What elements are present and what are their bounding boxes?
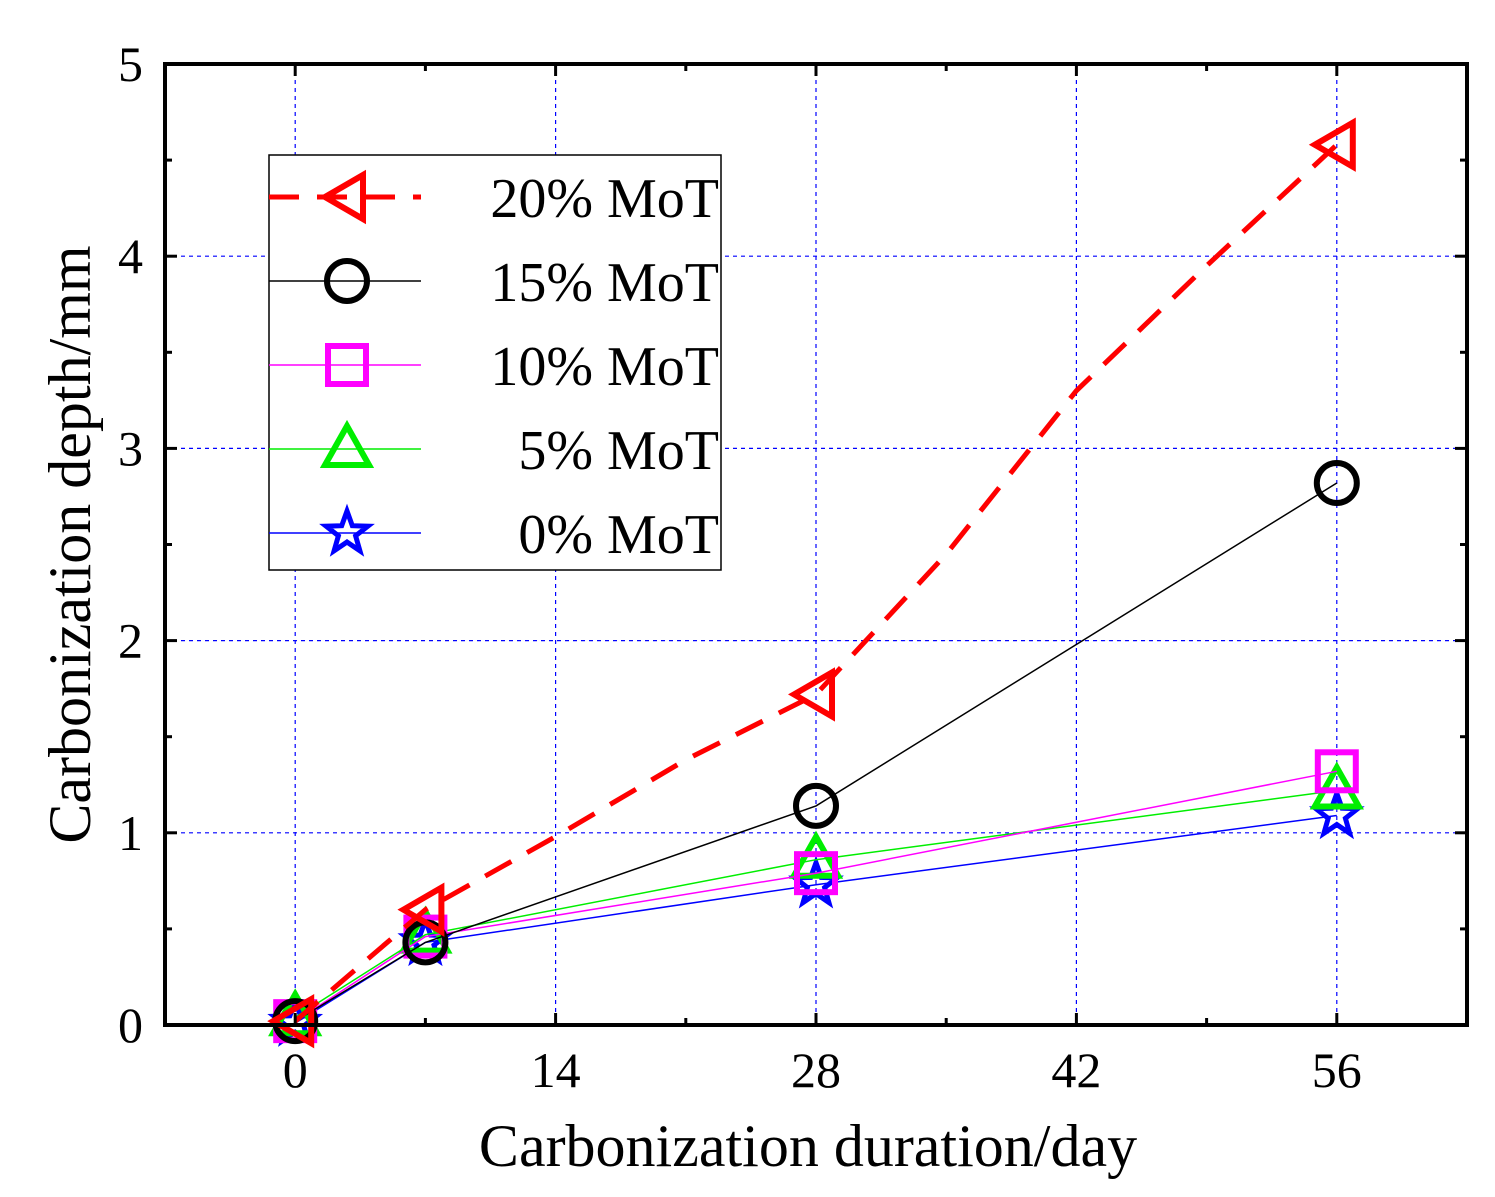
x-tick-label: 56 — [1312, 1042, 1362, 1098]
legend-item: 10% MoT — [269, 336, 719, 398]
x-tick-label: 14 — [531, 1042, 581, 1098]
data-point — [267, 993, 315, 1049]
data-point — [1314, 749, 1359, 794]
x-tick-label: 0 — [283, 1042, 308, 1098]
legend-item: 5% MoT — [269, 419, 719, 482]
legend-marker — [319, 419, 375, 468]
data-point — [788, 667, 835, 722]
y-tick-label: 3 — [118, 420, 143, 476]
data-point — [1309, 761, 1364, 810]
y-tick-label: 1 — [118, 805, 143, 861]
data-point — [397, 882, 445, 937]
series-15-mot — [272, 459, 1360, 1045]
legend-label: 5% MoT — [518, 420, 719, 482]
y-axis-label: Carbonization depth/mm — [37, 245, 103, 843]
legend-box — [268, 154, 722, 571]
data-point — [793, 782, 839, 829]
legend-item: 15% MoT — [269, 252, 719, 314]
legend-marker — [319, 503, 375, 557]
data-point — [1308, 117, 1356, 172]
x-axis-label: Carbonization duration/day — [479, 1113, 1137, 1179]
legend-label: 10% MoT — [490, 336, 719, 398]
legend-marker — [324, 258, 370, 304]
axis-ticks: 0 14 28 42 56 0 1 2 3 4 5 — [118, 36, 1467, 1098]
legend-label: 20% MoT — [490, 168, 719, 230]
series-line — [294, 770, 1337, 1022]
legend: 20% MoT 15% MoT 10% MoT 5% MoT 0% MoT — [268, 154, 722, 571]
y-tick-label: 4 — [118, 228, 143, 284]
series-line — [294, 482, 1338, 1022]
legend-label: 0% MoT — [518, 504, 719, 566]
data-point — [794, 851, 838, 896]
y-tick-label: 0 — [118, 997, 143, 1053]
series-layer — [267, 117, 1365, 1049]
x-tick-label: 42 — [1051, 1042, 1101, 1098]
y-tick-label: 2 — [118, 613, 143, 669]
legend-marker — [325, 343, 369, 387]
series-line — [293, 142, 1339, 1024]
series-line — [294, 814, 1337, 1024]
x-tick-label: 28 — [791, 1042, 841, 1098]
legend-marker — [319, 169, 366, 225]
legend-label: 15% MoT — [490, 252, 719, 314]
data-point — [1313, 459, 1360, 506]
y-tick-label: 5 — [118, 36, 143, 92]
series-20-mot — [267, 117, 1356, 1049]
legend-item: 20% MoT — [269, 168, 719, 230]
series-line — [294, 789, 1337, 1018]
legend-item: 0% MoT — [269, 503, 719, 566]
